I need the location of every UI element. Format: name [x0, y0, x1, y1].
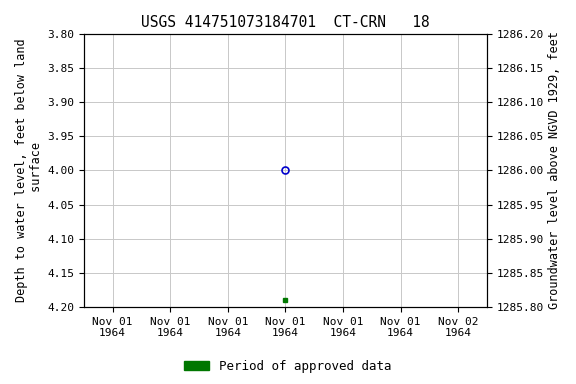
Y-axis label: Groundwater level above NGVD 1929, feet: Groundwater level above NGVD 1929, feet — [548, 31, 561, 310]
Y-axis label: Depth to water level, feet below land
 surface: Depth to water level, feet below land su… — [15, 39, 43, 302]
Title: USGS 414751073184701  CT-CRN   18: USGS 414751073184701 CT-CRN 18 — [141, 15, 430, 30]
Legend: Period of approved data: Period of approved data — [179, 355, 397, 378]
